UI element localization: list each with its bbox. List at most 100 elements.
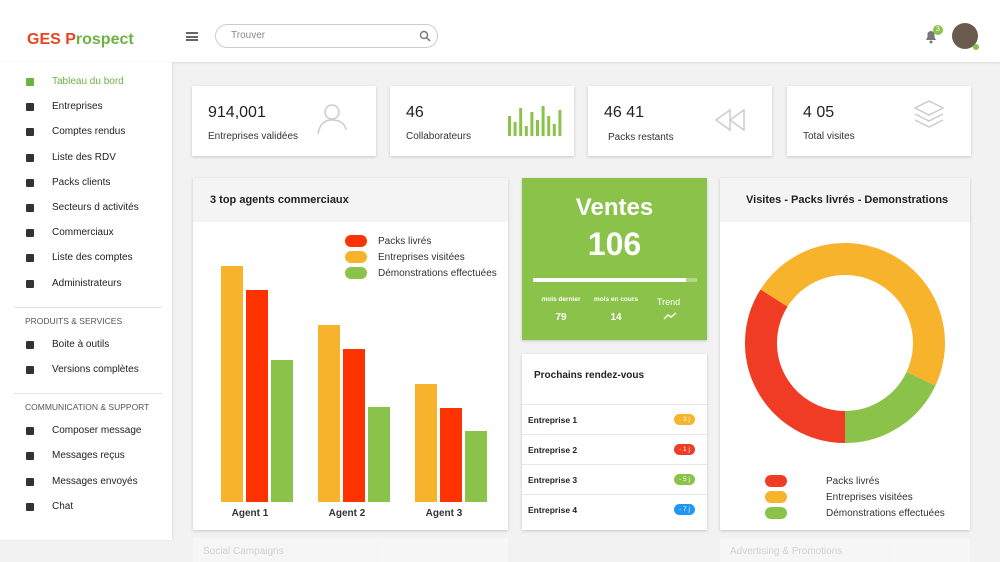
footer-card-title: Social Campaigns bbox=[203, 546, 284, 557]
icon-shape bbox=[508, 116, 511, 136]
sidebar-item-label: Chat bbox=[52, 500, 74, 512]
icon-shape bbox=[324, 104, 340, 120]
sidebar-item[interactable]: Messages reçus bbox=[0, 446, 172, 466]
logo-part: rospect bbox=[75, 31, 134, 48]
menu-button[interactable] bbox=[186, 32, 198, 41]
bar bbox=[221, 266, 243, 502]
search-box[interactable]: Trouver bbox=[215, 24, 438, 48]
sidebar-icon bbox=[26, 103, 34, 112]
sidebar-icon bbox=[26, 366, 34, 374]
sidebar-item[interactable]: Chat bbox=[0, 497, 172, 517]
appointment-row[interactable]: Entreprise 1 - 3 j bbox=[522, 404, 707, 435]
appointment-badge: - 1 j bbox=[674, 444, 695, 455]
sidebar-divider bbox=[14, 393, 162, 395]
bar bbox=[440, 408, 462, 502]
icon-shape bbox=[558, 110, 562, 136]
stat-label: Entreprises validées bbox=[208, 131, 299, 142]
sidebar-item[interactable]: Comptes rendus bbox=[0, 122, 172, 142]
icon-shape bbox=[524, 126, 528, 136]
sidebar-item[interactable]: Composer message bbox=[0, 421, 172, 441]
sales-card: Ventes 106 mois dernier 79 mois en cours 14… bbox=[522, 178, 707, 340]
stat-label: Collaborateurs bbox=[406, 131, 472, 142]
appointment-row[interactable]: Entreprise 4 - 7 j bbox=[522, 494, 707, 525]
trend-icon bbox=[663, 312, 677, 320]
sidebar-item[interactable]: Liste des comptes bbox=[0, 248, 172, 268]
stat-card: 46 41 Packs restants bbox=[588, 86, 772, 156]
footer-card: Social Campaigns bbox=[193, 538, 508, 562]
sidebar-item[interactable]: Commerciaux bbox=[0, 223, 172, 243]
icon-shape bbox=[552, 124, 556, 136]
sidebar-item-label: Liste des comptes bbox=[52, 252, 133, 264]
sidebar-item[interactable]: Entreprises bbox=[0, 97, 172, 117]
sidebar-item-label: Tableau du bord bbox=[52, 76, 124, 87]
icon-shape bbox=[914, 119, 944, 128]
legend-swatch bbox=[345, 251, 367, 263]
sidebar-item[interactable]: Secteurs d activités bbox=[0, 198, 172, 218]
sidebar-item-label: Boite à outils bbox=[52, 338, 110, 350]
stat-icon bbox=[508, 106, 562, 136]
sidebar-icon bbox=[26, 452, 34, 461]
sidebar-item[interactable]: Tableau du bord bbox=[0, 72, 172, 92]
stat-card: 914,001 Entreprises validées bbox=[192, 86, 376, 156]
donut-segment bbox=[745, 289, 846, 443]
icon-shape bbox=[317, 119, 347, 135]
icon-shape bbox=[913, 100, 945, 116]
sidebar-icon bbox=[26, 153, 34, 162]
bar bbox=[465, 431, 487, 502]
sidebar-section-title: COMMUNICATION & SUPPORT bbox=[25, 402, 150, 413]
bar bbox=[415, 384, 437, 502]
sidebar-item-label: Entreprises bbox=[52, 101, 103, 113]
footer-card: Advertising & Promotions bbox=[720, 538, 970, 562]
stat-label: Total visites bbox=[803, 131, 855, 142]
sidebar-item[interactable]: Administrateurs bbox=[0, 274, 172, 294]
legend-swatch bbox=[765, 507, 787, 519]
legend-swatch bbox=[765, 475, 787, 487]
sidebar-icon bbox=[26, 477, 34, 486]
sidebar-item[interactable]: Messages envoyés bbox=[0, 472, 172, 492]
icon-shape bbox=[530, 112, 534, 136]
sidebar-item-label: Versions complètes bbox=[52, 364, 139, 375]
legend-label: Packs livrés bbox=[378, 236, 431, 247]
bar bbox=[343, 349, 365, 502]
sidebar-item[interactable]: Boite à outils bbox=[0, 335, 172, 355]
online-dot bbox=[973, 44, 979, 50]
legend-label: Démonstrations effectuées bbox=[378, 268, 497, 279]
header: GES Prospect Trouver 3 bbox=[0, 0, 1000, 62]
search-icon bbox=[419, 30, 431, 42]
footer-card-title: Advertising & Promotions bbox=[730, 546, 843, 557]
sidebar-icon bbox=[26, 340, 34, 349]
sidebar-item-label: Comptes rendus bbox=[52, 126, 126, 138]
sales-title: Ventes bbox=[575, 194, 654, 221]
category-label: Agent 3 bbox=[426, 508, 463, 519]
appointment-badge: - 5 j bbox=[674, 474, 695, 485]
sidebar-icon bbox=[26, 427, 34, 436]
sidebar-icon bbox=[26, 254, 34, 263]
legend-swatch bbox=[345, 235, 367, 247]
sidebar-item[interactable]: Packs clients bbox=[0, 173, 172, 193]
bar bbox=[271, 360, 293, 502]
sales-stat-label: mois dernier bbox=[541, 296, 581, 303]
appointment-name: Entreprise 1 bbox=[528, 415, 578, 425]
category-label: Agent 1 bbox=[232, 508, 269, 519]
legend-swatch bbox=[345, 267, 367, 279]
stat-icon bbox=[714, 108, 745, 132]
sidebar: Tableau du bord Entreprises Comptes rendus… bbox=[0, 62, 172, 540]
stat-value: 46 41 bbox=[604, 104, 645, 121]
card-title: 3 top agents commerciaux bbox=[193, 178, 508, 222]
appointment-row[interactable]: Entreprise 2 - 1 j bbox=[522, 434, 707, 465]
appointment-row[interactable]: Entreprise 3 - 5 j bbox=[522, 464, 707, 495]
icon-shape bbox=[714, 108, 745, 132]
sidebar-item[interactable]: Liste des RDV bbox=[0, 148, 172, 168]
sidebar-item-label: Composer message bbox=[52, 425, 142, 437]
sidebar-item[interactable]: Versions complètes bbox=[0, 360, 172, 380]
icon-shape bbox=[536, 120, 539, 136]
appointment-name: Entreprise 4 bbox=[528, 505, 578, 515]
sales-stat-value: 79 bbox=[555, 312, 567, 323]
sidebar-icon bbox=[26, 128, 34, 137]
icon-shape bbox=[547, 116, 551, 136]
sidebar-section-title: PRODUITS & SERVICES bbox=[25, 315, 123, 326]
search-placeholder: Trouver bbox=[231, 30, 266, 41]
